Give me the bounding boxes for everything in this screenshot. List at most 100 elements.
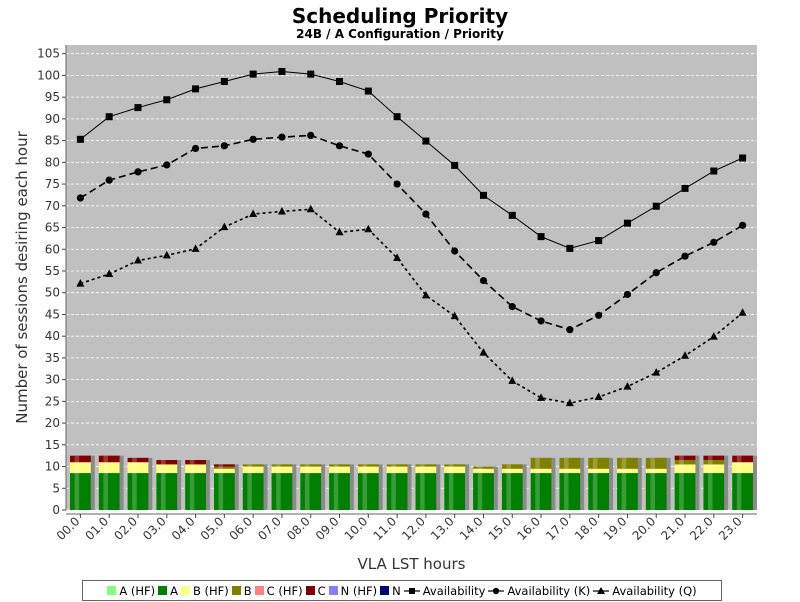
bar-segment — [127, 473, 149, 510]
bar-segment — [501, 473, 523, 510]
legend-swatch — [328, 586, 338, 595]
x-tick-label: 01.0 — [83, 514, 112, 543]
y-tick-label: 15 — [45, 438, 60, 452]
legend-item: Availability — [403, 584, 485, 598]
bar-segment — [329, 464, 350, 467]
bar-highlight — [304, 466, 310, 474]
line-marker-circle — [595, 311, 603, 319]
y-tick-label: 105 — [37, 47, 60, 61]
x-tick-label: 10.0 — [342, 514, 371, 543]
bar-segment — [213, 464, 235, 467]
y-tick-label: 60 — [45, 242, 60, 256]
y-tick-label: 5 — [52, 481, 60, 495]
bar-highlight — [333, 466, 339, 474]
line-marker-circle — [191, 144, 200, 153]
bar-segment — [213, 468, 235, 474]
bar-segment — [617, 457, 638, 469]
bar-segment — [300, 464, 322, 467]
line-marker-circle — [710, 238, 718, 246]
line-marker-triangle — [594, 392, 603, 401]
line-marker-square — [422, 137, 430, 145]
line-marker-triangle — [335, 227, 344, 236]
bar-segment — [588, 468, 610, 474]
line-marker-triangle — [450, 311, 459, 320]
legend-swatch — [158, 586, 168, 595]
chart-canvas: 0 5 10 15 20 25 30 35 40 45 50 55 60 65 70 75 80 85 90 95 10… — [13, 45, 757, 573]
legend-item: A (HF) — [107, 584, 155, 598]
legend-item: Availability (Q) — [593, 584, 697, 598]
bar-segment — [473, 466, 494, 469]
bar-highlight — [506, 468, 512, 474]
line-marker-circle — [739, 221, 747, 229]
line-marker-circle — [364, 150, 372, 158]
legend-swatch — [107, 586, 117, 595]
bar-segment — [703, 455, 725, 461]
y-tick-label: 0 — [52, 503, 60, 517]
y-tick-label: 70 — [45, 199, 60, 213]
line-marker-triangle — [508, 376, 517, 384]
legend-marker — [597, 586, 606, 594]
line-marker-triangle — [681, 351, 690, 359]
y-tick-label: 65 — [45, 221, 60, 235]
legend-item: C (HF) — [254, 584, 303, 598]
line-marker-triangle — [76, 279, 85, 287]
plot-area — [66, 45, 757, 510]
line-marker-circle — [335, 142, 344, 150]
line-marker-square — [479, 191, 487, 199]
bar-highlight — [448, 466, 454, 474]
line-series — [79, 134, 744, 331]
legend-marker — [408, 587, 415, 594]
line-marker-triangle — [479, 348, 488, 356]
bar-segment — [300, 473, 322, 510]
bar-segment — [473, 468, 494, 474]
line-marker-triangle — [709, 332, 718, 340]
bar-highlight — [247, 464, 252, 467]
bar-highlight — [477, 466, 483, 469]
legend-line-marker — [403, 587, 420, 594]
line-marker-square — [364, 87, 372, 95]
line-marker-circle — [278, 133, 286, 141]
bar-highlight — [276, 464, 281, 467]
x-tick-label: 05.0 — [198, 514, 227, 543]
x-tick-label: 22.0 — [687, 514, 716, 543]
bar-segment — [127, 462, 149, 474]
bar-segment — [98, 462, 120, 474]
bar-segment — [357, 466, 379, 474]
y-tick-label: 50 — [45, 286, 60, 300]
y-tick-label: 40 — [45, 329, 60, 343]
bar-segment — [732, 473, 753, 510]
x-tick-label: 13.0 — [428, 514, 457, 543]
line-series — [80, 71, 743, 249]
line-marker-square — [105, 113, 113, 121]
line-marker-triangle — [133, 256, 142, 264]
bar-segment — [444, 464, 466, 467]
bar-segment — [156, 473, 178, 510]
bar-highlight — [160, 460, 166, 465]
line-marker-circle — [508, 303, 516, 311]
line-marker-triangle — [652, 368, 661, 376]
bar-highlight — [362, 466, 368, 474]
bar-segment — [415, 466, 437, 474]
line-marker-triangle — [393, 253, 402, 261]
line-marker-square — [681, 184, 689, 192]
legend-label: A — [170, 583, 178, 598]
bar-segment — [530, 457, 552, 469]
bar-segment — [271, 464, 293, 467]
bar-highlight — [132, 457, 137, 463]
line-marker-triangle — [738, 308, 747, 316]
x-axis-label: VLA LST hours — [358, 555, 466, 573]
bar-segment — [530, 468, 552, 474]
y-tick-label: 75 — [45, 177, 60, 191]
legend-line-marker — [488, 587, 505, 594]
bar-segment — [530, 473, 552, 510]
x-tick-label: 03.0 — [140, 514, 169, 543]
bar-highlight — [160, 464, 166, 474]
bar-segment — [559, 468, 581, 474]
x-tick-label: 21.0 — [658, 514, 687, 543]
bar-highlight — [362, 464, 368, 467]
legend-label: N — [392, 583, 401, 598]
line-marker-circle — [163, 161, 171, 169]
y-tick-label: 95 — [45, 90, 60, 104]
y-tick-label: 90 — [45, 112, 60, 126]
legend-swatch — [305, 586, 315, 595]
